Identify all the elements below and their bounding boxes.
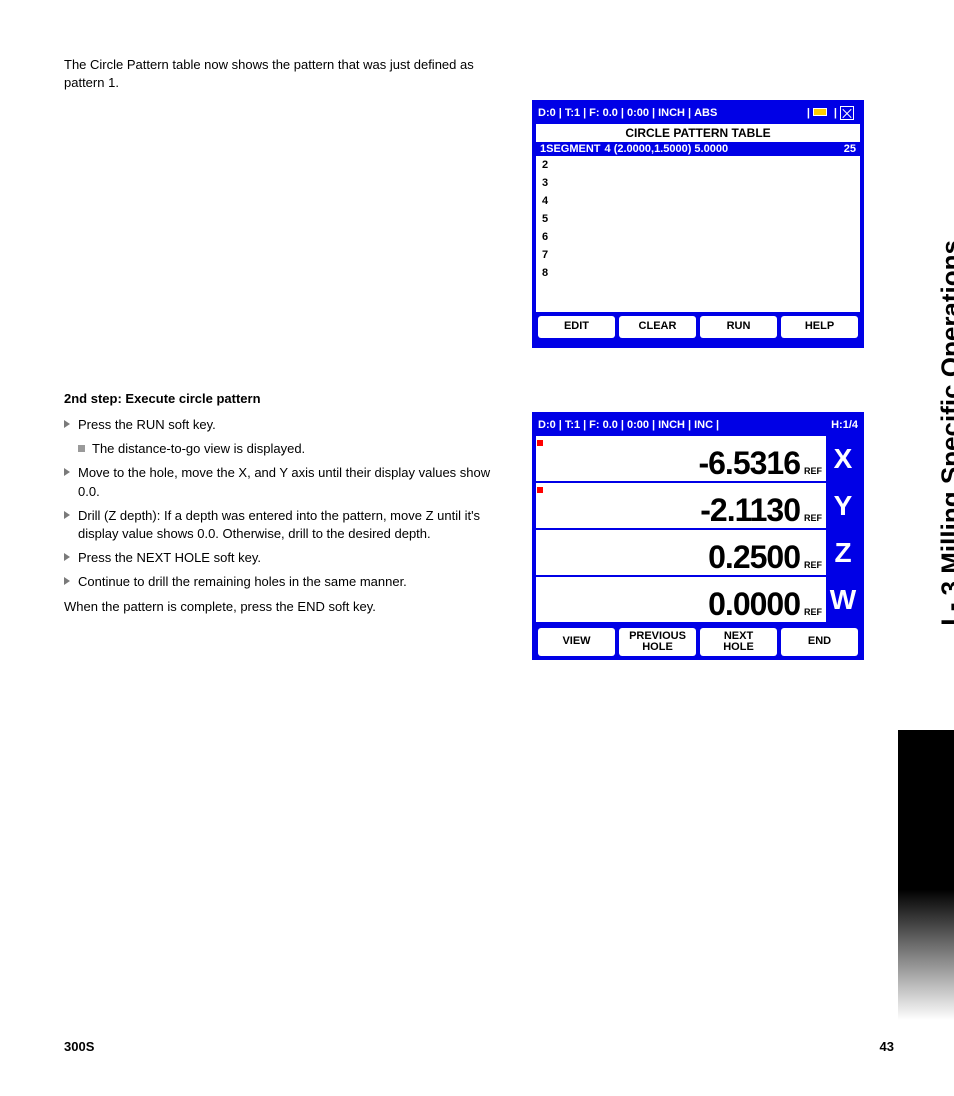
status-hole-count: H:1/4: [831, 419, 858, 431]
ref-marker-icon: [537, 440, 543, 446]
dro-marker-col: [536, 577, 546, 622]
step-item: Move to the hole, move the X, and Y axis…: [64, 464, 494, 500]
step-subtext: The distance-to-go view is displayed.: [92, 441, 305, 456]
status-scale-icon: [840, 106, 858, 120]
status-feed: F: 0.0: [589, 107, 618, 119]
status-time: 0:00: [627, 107, 649, 119]
step-item: Continue to drill the remaining holes in…: [64, 573, 494, 591]
softkey-edit[interactable]: EDIT: [538, 316, 615, 338]
step-item: Drill (Z depth): If a depth was entered …: [64, 507, 494, 543]
step-subitem: The distance-to-go view is displayed.: [64, 440, 484, 458]
status-tool: T:1: [565, 107, 580, 119]
screen-title: CIRCLE PATTERN TABLE: [536, 124, 860, 142]
axis-label-y[interactable]: Y: [826, 483, 860, 528]
intro-paragraph: The Circle Pattern table now shows the p…: [64, 56, 494, 91]
step-final: When the pattern is complete, press the …: [64, 598, 494, 616]
row-end: 25: [844, 143, 856, 155]
dro-marker-col: [536, 483, 546, 528]
status-bar: D:0| T:1| F: 0.0| 0:00| INCH| INC| H:1/4: [534, 414, 862, 436]
status-datum: D:0: [538, 107, 556, 119]
softkey-row: VIEW PREVIOUS HOLE NEXT HOLE END: [534, 624, 862, 660]
table-row-selected[interactable]: 1 SEGMENT 4 (2.0000,1.5000) 5.0000 25: [536, 142, 860, 156]
triangle-bullet-icon: [64, 420, 70, 428]
dro-marker-col: [536, 436, 546, 481]
softkey-help[interactable]: HELP: [781, 316, 858, 338]
dro-ref-label: REF: [804, 466, 822, 476]
status-tool: T:1: [565, 419, 580, 431]
dro-value: 0.2500: [708, 541, 800, 573]
dro-value: 0.0000: [708, 588, 800, 620]
ref-marker-icon: [537, 487, 543, 493]
triangle-bullet-icon: [64, 468, 70, 476]
dro-marker-col: [536, 530, 546, 575]
axis-label-x[interactable]: X: [826, 436, 860, 481]
dro-value-cell: -2.1130 REF: [546, 483, 826, 528]
table-row[interactable]: 8: [542, 264, 860, 282]
step-heading: 2nd step: Execute circle pattern: [64, 391, 894, 406]
dro-value: -2.1130: [700, 494, 800, 526]
softkey-view[interactable]: VIEW: [538, 628, 615, 656]
dro-ref-label: REF: [804, 560, 822, 570]
step-text: Press the RUN soft key.: [78, 417, 216, 432]
square-bullet-icon: [78, 445, 85, 452]
device-screen-dro: D:0| T:1| F: 0.0| 0:00| INCH| INC| H:1/4…: [532, 412, 864, 660]
status-warning-icon: [813, 106, 831, 120]
status-unit: INCH: [658, 419, 685, 431]
triangle-bullet-icon: [64, 577, 70, 585]
section-side-title: I - 3 Milling Specific Operations: [936, 240, 954, 626]
step-text: Drill (Z depth): If a depth was entered …: [78, 508, 480, 541]
dro-row-x: -6.5316 REF X: [536, 436, 860, 481]
status-mode: INC: [694, 419, 713, 431]
dro-ref-label: REF: [804, 513, 822, 523]
status-mode: ABS: [694, 107, 717, 119]
softkey-clear[interactable]: CLEAR: [619, 316, 696, 338]
device-screen-pattern-table: D:0| T:1| F: 0.0| 0:00| INCH| ABS | | CI…: [532, 100, 864, 348]
table-row[interactable]: 6: [542, 228, 860, 246]
row-data: 4 (2.0000,1.5000) 5.0000: [601, 143, 844, 155]
dro-area: -6.5316 REF X -2.1130 REF Y 0.2500 REF: [536, 436, 860, 622]
table-row[interactable]: 7: [542, 246, 860, 264]
side-gradient-block: [898, 730, 954, 1020]
table-row[interactable]: 5: [542, 210, 860, 228]
softkey-line2: HOLE: [723, 642, 754, 653]
dro-value-cell: -6.5316 REF: [546, 436, 826, 481]
step-text: Press the NEXT HOLE soft key.: [78, 550, 261, 565]
step-item: Press the NEXT HOLE soft key.: [64, 549, 494, 567]
dro-row-z: 0.2500 REF Z: [536, 530, 860, 575]
axis-label-w[interactable]: W: [826, 577, 860, 622]
table-row[interactable]: 2: [542, 156, 860, 174]
step-text: Continue to drill the remaining holes in…: [78, 574, 407, 589]
status-feed: F: 0.0: [589, 419, 618, 431]
status-bar: D:0| T:1| F: 0.0| 0:00| INCH| ABS | |: [534, 102, 862, 124]
step-text: Move to the hole, move the X, and Y axis…: [78, 465, 490, 498]
dro-value-cell: 0.2500 REF: [546, 530, 826, 575]
table-row[interactable]: 4: [542, 192, 860, 210]
softkey-line2: HOLE: [642, 642, 673, 653]
softkey-next-hole[interactable]: NEXT HOLE: [700, 628, 777, 656]
dro-value: -6.5316: [698, 447, 800, 479]
status-datum: D:0: [538, 419, 556, 431]
softkey-row: EDIT CLEAR RUN HELP: [534, 312, 862, 342]
softkey-previous-hole[interactable]: PREVIOUS HOLE: [619, 628, 696, 656]
triangle-bullet-icon: [64, 511, 70, 519]
dro-ref-label: REF: [804, 607, 822, 617]
dro-value-cell: 0.0000 REF: [546, 577, 826, 622]
table-row[interactable]: 3: [542, 174, 860, 192]
status-time: 0:00: [627, 419, 649, 431]
status-unit: INCH: [658, 107, 685, 119]
pattern-table: 1 SEGMENT 4 (2.0000,1.5000) 5.0000 25 2 …: [536, 142, 860, 312]
softkey-run[interactable]: RUN: [700, 316, 777, 338]
dro-row-w: 0.0000 REF W: [536, 577, 860, 622]
triangle-bullet-icon: [64, 553, 70, 561]
footer-model: 300S: [64, 1039, 94, 1054]
page-footer: 300S 43: [64, 1039, 894, 1054]
row-type: SEGMENT: [546, 143, 600, 155]
softkey-end[interactable]: END: [781, 628, 858, 656]
step-item: Press the RUN soft key.: [64, 416, 494, 434]
footer-page-number: 43: [880, 1039, 894, 1054]
axis-label-z[interactable]: Z: [826, 530, 860, 575]
dro-row-y: -2.1130 REF Y: [536, 483, 860, 528]
